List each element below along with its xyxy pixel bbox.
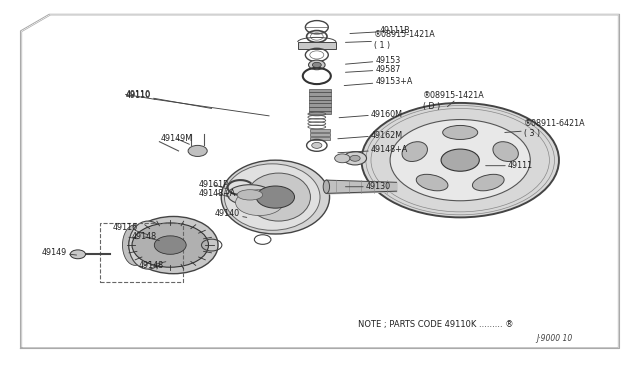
Text: ®08911-6421A
( 3 ): ®08911-6421A ( 3 ) xyxy=(505,119,586,138)
Text: 49149M: 49149M xyxy=(161,134,193,144)
Bar xyxy=(308,103,332,107)
Circle shape xyxy=(335,154,350,163)
Text: 49153: 49153 xyxy=(346,56,401,65)
Text: 49140: 49140 xyxy=(215,209,246,218)
Ellipse shape xyxy=(416,174,448,191)
Text: 49110: 49110 xyxy=(125,90,151,99)
Bar xyxy=(308,96,332,100)
Text: 49111: 49111 xyxy=(486,161,533,170)
Bar xyxy=(308,89,332,92)
Text: 49148: 49148 xyxy=(132,232,159,241)
Ellipse shape xyxy=(188,145,207,157)
Circle shape xyxy=(308,60,325,70)
Text: 49110: 49110 xyxy=(125,91,212,109)
Bar xyxy=(308,107,332,111)
Text: ®08915-1421A
( 1 ): ®08915-1421A ( 1 ) xyxy=(346,31,436,50)
Circle shape xyxy=(132,223,209,267)
Circle shape xyxy=(256,186,294,208)
Bar xyxy=(100,223,183,282)
Bar xyxy=(310,129,330,132)
Text: 49161P: 49161P xyxy=(199,180,229,189)
Ellipse shape xyxy=(246,173,310,221)
Circle shape xyxy=(390,119,531,201)
Circle shape xyxy=(362,103,559,217)
Text: NOTE ; PARTS CODE 49110K ......... ®: NOTE ; PARTS CODE 49110K ......... ® xyxy=(358,320,514,329)
Text: 49587: 49587 xyxy=(346,65,401,74)
Text: 49149: 49149 xyxy=(42,248,77,257)
Circle shape xyxy=(70,250,86,259)
Ellipse shape xyxy=(402,142,428,161)
Ellipse shape xyxy=(122,225,148,265)
Ellipse shape xyxy=(228,185,272,205)
Text: 49148+A: 49148+A xyxy=(199,189,236,198)
Ellipse shape xyxy=(225,164,320,230)
Ellipse shape xyxy=(443,125,477,140)
Text: 49153+A: 49153+A xyxy=(344,77,413,86)
Polygon shape xyxy=(298,42,336,49)
Ellipse shape xyxy=(229,186,290,219)
Text: 49148+A: 49148+A xyxy=(338,145,408,154)
Circle shape xyxy=(350,155,360,161)
Bar xyxy=(308,100,332,103)
Bar xyxy=(310,137,330,140)
Circle shape xyxy=(312,62,321,67)
Text: 49111B: 49111B xyxy=(350,26,410,35)
Text: 49162M: 49162M xyxy=(338,131,403,140)
Ellipse shape xyxy=(472,174,504,191)
Bar xyxy=(308,92,332,96)
Text: 49130: 49130 xyxy=(346,182,391,191)
Circle shape xyxy=(312,142,322,148)
Polygon shape xyxy=(22,15,618,348)
Ellipse shape xyxy=(221,160,330,234)
Circle shape xyxy=(154,236,186,254)
Ellipse shape xyxy=(129,217,218,274)
Circle shape xyxy=(344,152,367,165)
Circle shape xyxy=(441,149,479,171)
Text: 49148: 49148 xyxy=(138,261,166,270)
Ellipse shape xyxy=(493,142,518,161)
Ellipse shape xyxy=(323,180,330,193)
Text: ®08915-1421A
( D ): ®08915-1421A ( D ) xyxy=(423,92,485,111)
Bar xyxy=(308,111,332,114)
Ellipse shape xyxy=(237,190,262,200)
Bar xyxy=(310,133,330,136)
Text: 49116: 49116 xyxy=(113,223,148,235)
Ellipse shape xyxy=(236,190,284,215)
Ellipse shape xyxy=(129,221,167,269)
Text: J·9000 10: J·9000 10 xyxy=(537,334,573,343)
Text: 49160M: 49160M xyxy=(339,109,403,119)
